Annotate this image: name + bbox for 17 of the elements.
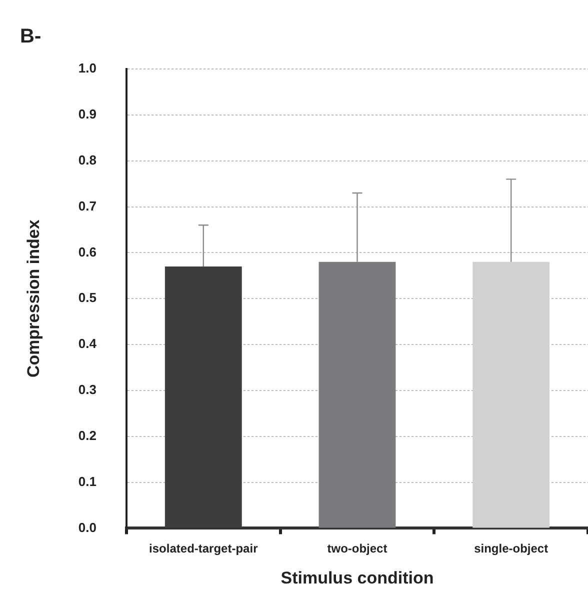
y-tick-label: 0.5	[78, 290, 96, 306]
x-axis-title: Stimulus condition	[280, 568, 434, 588]
x-tick-label: single-object	[474, 542, 548, 556]
y-tick-label: 0.4	[78, 336, 98, 352]
x-tick-label: two-object	[327, 542, 388, 556]
chart-title: B-	[20, 26, 42, 48]
x-tick-label: isolated-target-pair	[149, 542, 258, 556]
y-axis-title: Compression index	[24, 219, 43, 378]
y-tick-label: 0.8	[78, 152, 96, 168]
y-tick-label: 0.7	[78, 198, 96, 214]
y-tick-label: 1.0	[78, 60, 96, 76]
y-tick-label: 0.1	[78, 474, 96, 489]
y-tick-label: 0.0	[78, 520, 96, 535]
y-tick-label: 0.2	[78, 428, 96, 443]
y-tick-label: 0.6	[78, 244, 96, 260]
y-tick-label: 0.9	[78, 106, 96, 122]
y-tick-label: 0.3	[78, 382, 96, 398]
